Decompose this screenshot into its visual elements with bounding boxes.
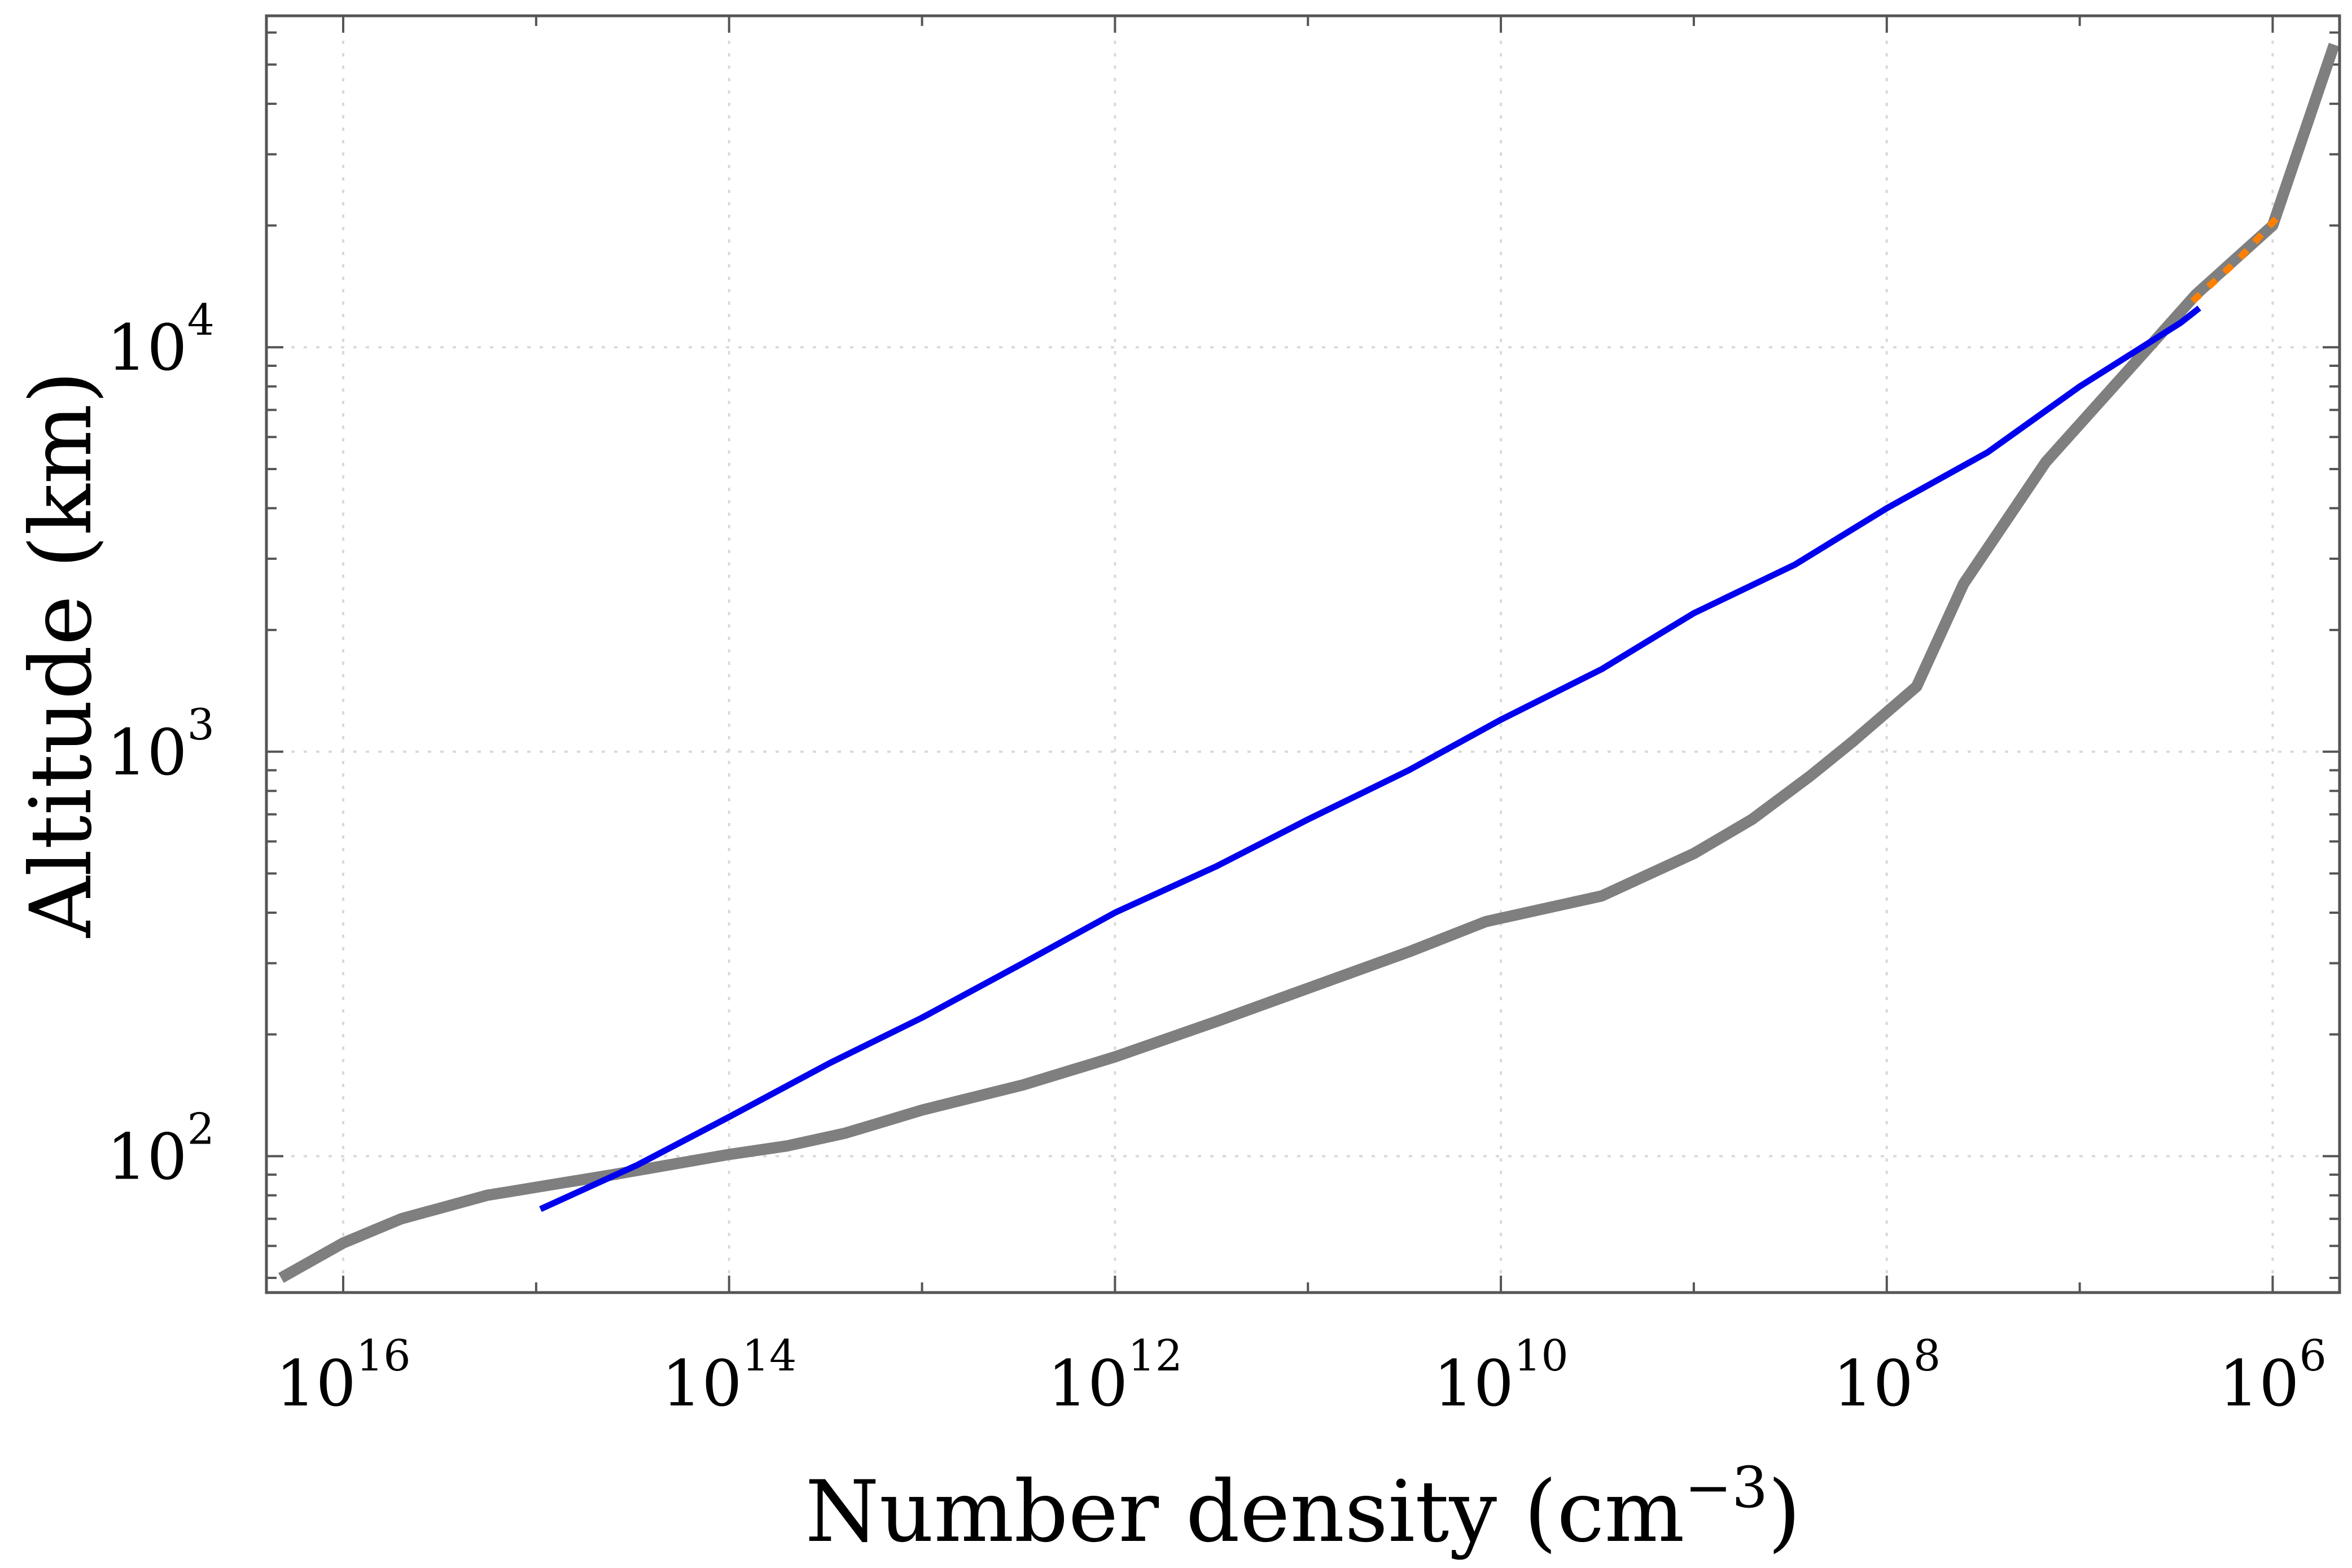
grid-lines xyxy=(266,16,2340,1293)
y-axis-title: Altitude (km) xyxy=(12,371,111,938)
x-tick-label: 108 xyxy=(1833,1330,1941,1421)
y-tick-label: 104 xyxy=(107,295,214,385)
x-axis-title: Number density (cm−3) xyxy=(805,1455,1801,1561)
y-tick-label: 103 xyxy=(107,699,214,790)
y-tick-label: 102 xyxy=(107,1103,214,1194)
x-tick-label: 1012 xyxy=(1048,1330,1182,1421)
x-axis-title-close: ) xyxy=(1768,1463,1801,1561)
plot-frame xyxy=(265,14,2341,1294)
x-tick-labels: 1016 1014 1012 1010 108 106 xyxy=(275,1330,2326,1421)
x-axis-title-exponent: −3 xyxy=(1685,1455,1768,1521)
x-axis-title-main: Number density (cm xyxy=(805,1463,1684,1561)
series-line-blue-curve xyxy=(539,305,2201,1212)
x-tick-label: 1016 xyxy=(275,1330,410,1421)
x-tick-label: 106 xyxy=(2219,1330,2327,1421)
series-line-gray-curve xyxy=(278,42,2340,1283)
major-ticks xyxy=(266,16,2340,1293)
series-layer xyxy=(278,42,2340,1283)
x-tick-label: 1010 xyxy=(1433,1330,1568,1421)
x-tick-label: 1014 xyxy=(662,1330,796,1421)
y-tick-labels: 102 103 104 xyxy=(107,295,214,1194)
minor-ticks xyxy=(266,16,2340,1293)
